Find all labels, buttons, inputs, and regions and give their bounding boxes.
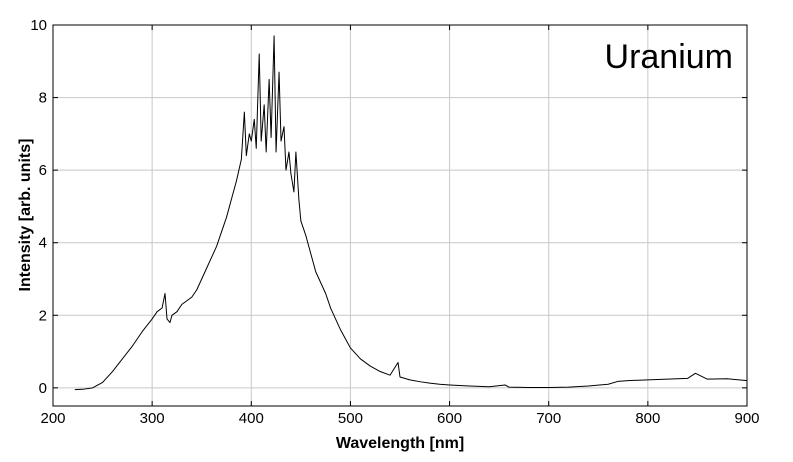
x-tick-label: 900 bbox=[734, 410, 759, 427]
x-tick-label: 300 bbox=[140, 410, 165, 427]
y-tick-label: 6 bbox=[39, 162, 47, 179]
x-axis-label: Wavelength [nm] bbox=[336, 435, 464, 452]
x-tick-label: 400 bbox=[239, 410, 264, 427]
y-axis-label: Intensity [arb. units] bbox=[17, 139, 34, 292]
spectrum-line bbox=[74, 35, 748, 391]
y-tick-label: 2 bbox=[39, 307, 47, 324]
y-tick-label: 0 bbox=[39, 380, 47, 397]
chart-title: Uranium bbox=[605, 38, 733, 76]
x-tick-label: 200 bbox=[40, 410, 65, 427]
x-tick-label: 600 bbox=[437, 410, 462, 427]
x-tick-label: 500 bbox=[338, 410, 363, 427]
x-ticks: 200 300 400 500 600 700 800 900 bbox=[40, 25, 760, 427]
y-tick-label: 8 bbox=[39, 90, 47, 107]
plot-background bbox=[53, 25, 747, 406]
series-group bbox=[74, 35, 748, 391]
x-tick-label: 800 bbox=[635, 410, 660, 427]
y-tick-label: 10 bbox=[30, 17, 47, 34]
y-ticks: 0 2 4 6 8 10 bbox=[30, 17, 747, 397]
y-tick-label: 4 bbox=[39, 235, 47, 252]
plot-frame bbox=[52, 24, 748, 407]
x-tick-label: 700 bbox=[536, 410, 561, 427]
